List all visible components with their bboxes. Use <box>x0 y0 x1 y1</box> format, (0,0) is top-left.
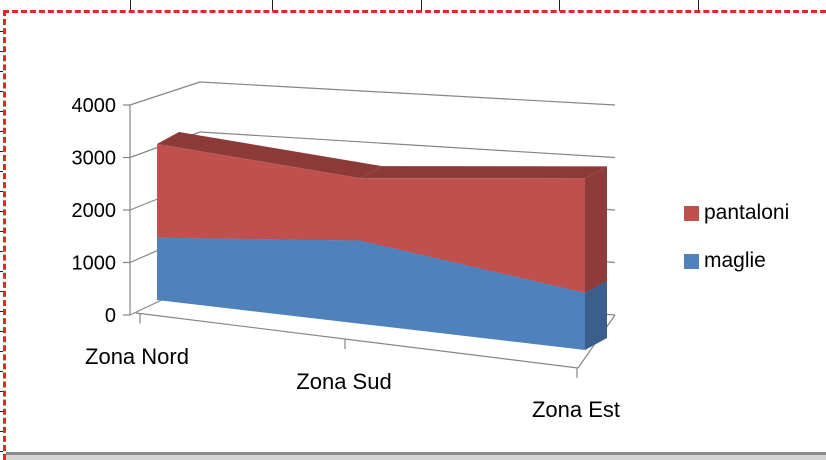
x-tick-label: Zona Nord <box>85 344 189 369</box>
y-tick-label-2000: 2000 <box>72 200 117 222</box>
y-tick-label-4000: 4000 <box>72 95 117 117</box>
legend-label-pantaloni: pantaloni <box>704 201 789 225</box>
y-tick-label-1000: 1000 <box>72 253 117 275</box>
legend-swatch-maglie <box>684 254 699 269</box>
side-wall-gridline-4000 <box>130 82 200 105</box>
y-tick-label-3000: 3000 <box>72 148 117 170</box>
legend-label-maglie: maglie <box>704 249 766 273</box>
series-side-face-pantaloni[interactable] <box>585 166 607 292</box>
legend-item-pantaloni[interactable]: pantaloni <box>684 201 789 225</box>
x-tick-label: Zona Sud <box>296 369 391 394</box>
y-tick-label-0: 0 <box>105 305 116 327</box>
series-side-face-maglie[interactable] <box>585 281 607 350</box>
back-wall-gridline-4000 <box>200 82 615 105</box>
x-tick-label: Zona Est <box>532 397 620 422</box>
series-top-face-pantaloni[interactable] <box>360 166 607 178</box>
legend-item-maglie[interactable]: maglie <box>684 249 789 273</box>
legend-swatch-pantaloni <box>684 206 699 221</box>
chart-legend[interactable]: pantaloni maglie <box>684 201 789 297</box>
